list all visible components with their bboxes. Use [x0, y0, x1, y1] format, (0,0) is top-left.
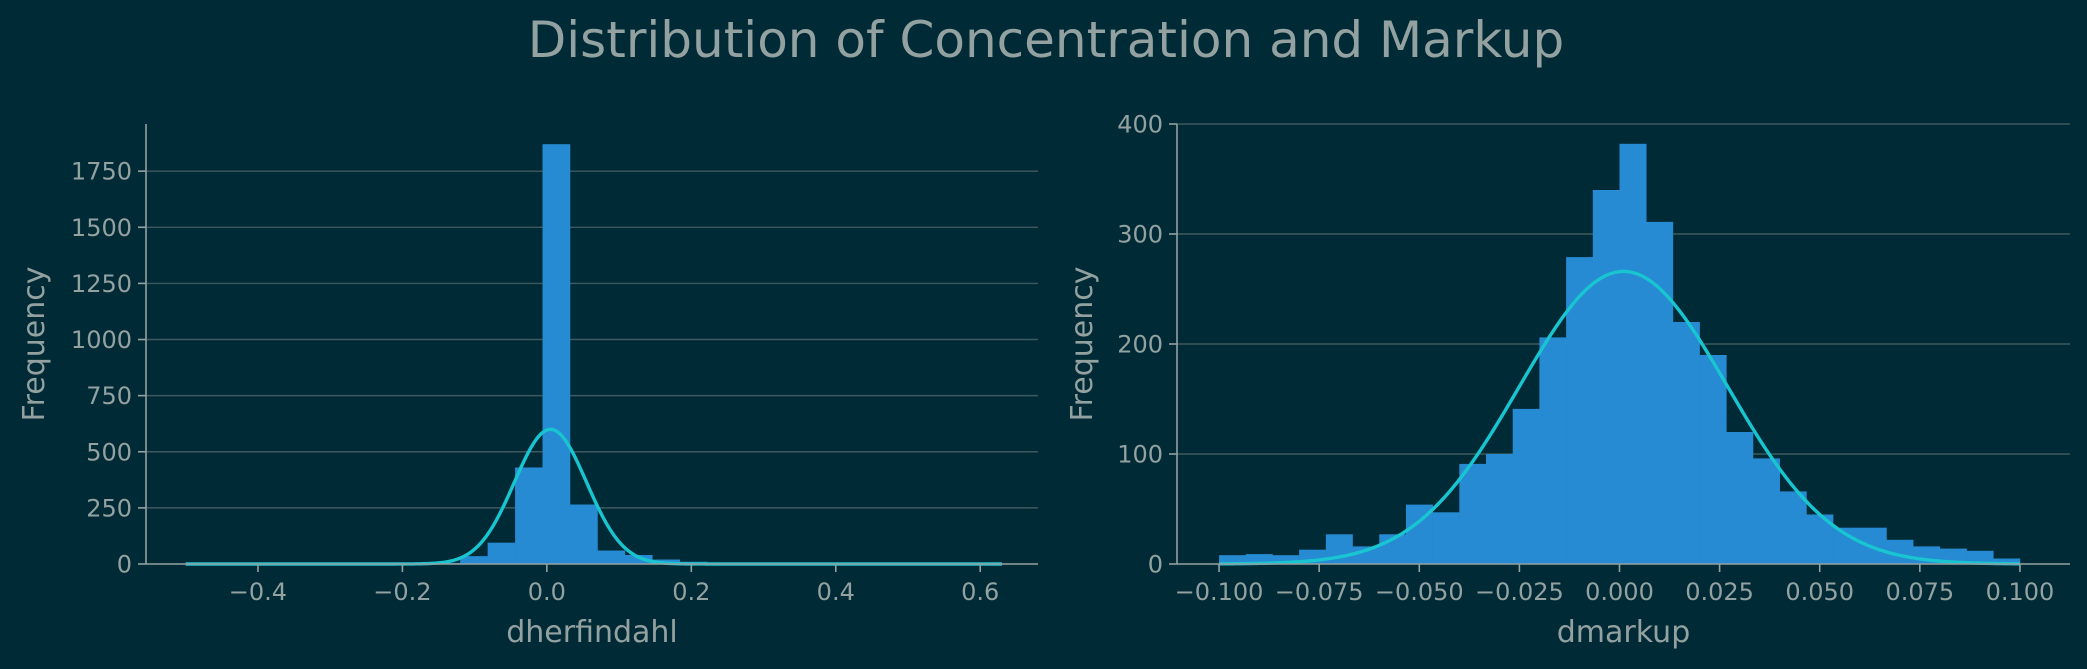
y-tick-label: 400: [1117, 111, 1163, 139]
histogram-bar: [597, 550, 626, 564]
y-axis-label: Frequency: [1065, 267, 1100, 422]
y-tick-label: 500: [86, 438, 132, 466]
histogram-bar: [1566, 257, 1594, 564]
x-tick-label: 0.025: [1685, 578, 1754, 606]
x-axis-label: dmarkup: [1557, 615, 1691, 650]
histogram-bar: [1592, 190, 1620, 564]
histogram-bar: [1699, 355, 1727, 564]
histogram-bar: [1779, 491, 1807, 564]
histogram-bar: [1432, 512, 1460, 564]
x-tick-label: 0.6: [961, 578, 999, 606]
histogram-bar: [1646, 221, 1674, 564]
histogram-bar: [624, 555, 653, 564]
x-tick-label: 0.050: [1785, 578, 1854, 606]
x-tick-label: 0.000: [1585, 578, 1654, 606]
histogram-bar: [1993, 558, 2021, 564]
histogram-dherfindahl: 0 250 500 750 1000 1250 1500 1750 −0.4 −0.2 0.0 0.2…: [17, 124, 1038, 650]
histogram-bar: [515, 467, 543, 564]
x-tick-label: −0.050: [1375, 578, 1464, 606]
x-tick-label: −0.075: [1275, 578, 1364, 606]
histogram-bar: [460, 556, 488, 564]
x-tick-label: 0.2: [672, 578, 710, 606]
x-axis-label: dherfindahl: [506, 615, 678, 650]
histogram-dmarkup: 0 100 200 300 400 −0.100 −0.075 −0.050 −0.025 0.0…: [1065, 111, 2070, 650]
histogram-bar: [1219, 555, 1247, 564]
histogram-bar: [1459, 463, 1487, 564]
y-tick-label: 1250: [71, 270, 132, 298]
histogram-bar: [1245, 554, 1273, 564]
x-tick-label: −0.2: [373, 578, 431, 606]
y-tick-label: 0: [117, 551, 132, 579]
histogram-bar: [1726, 432, 1754, 564]
histogram-bar: [1966, 550, 1994, 564]
normal-curve: [1219, 269, 2020, 566]
y-axis-label: Frequency: [17, 267, 52, 422]
histogram-bar: [1512, 408, 1540, 564]
histogram-bar: [1539, 337, 1567, 564]
x-tick-label: −0.025: [1475, 578, 1564, 606]
y-tick-label: 0: [1148, 551, 1163, 579]
y-tick-label: 750: [86, 382, 132, 410]
histogram-bar: [487, 542, 516, 564]
histogram-bar: [1752, 458, 1780, 564]
y-tick-label: 200: [1117, 331, 1163, 359]
histogram-bar: [1672, 322, 1700, 564]
figure-title: Distribution of Concentration and Markup: [528, 11, 1564, 69]
x-tick-label: −0.4: [229, 578, 287, 606]
x-tick-label: −0.100: [1175, 578, 1264, 606]
histogram-bar: [1272, 555, 1300, 564]
y-tick-label: 100: [1117, 441, 1163, 469]
x-tick-label: 0.075: [1885, 578, 1954, 606]
x-tick-label: 0.0: [528, 578, 566, 606]
y-tick-label: 300: [1117, 221, 1163, 249]
histogram-bar: [542, 144, 571, 564]
y-tick-label: 250: [86, 494, 132, 522]
y-tick-label: 1500: [71, 214, 132, 242]
histogram-bar: [1486, 454, 1513, 564]
histogram-bar: [569, 504, 598, 564]
x-tick-label: 0.4: [817, 578, 855, 606]
x-tick-label: 0.100: [1986, 578, 2055, 606]
y-tick-label: 1750: [71, 158, 132, 186]
histogram-bar: [1619, 143, 1647, 565]
y-tick-label: 1000: [71, 326, 132, 354]
